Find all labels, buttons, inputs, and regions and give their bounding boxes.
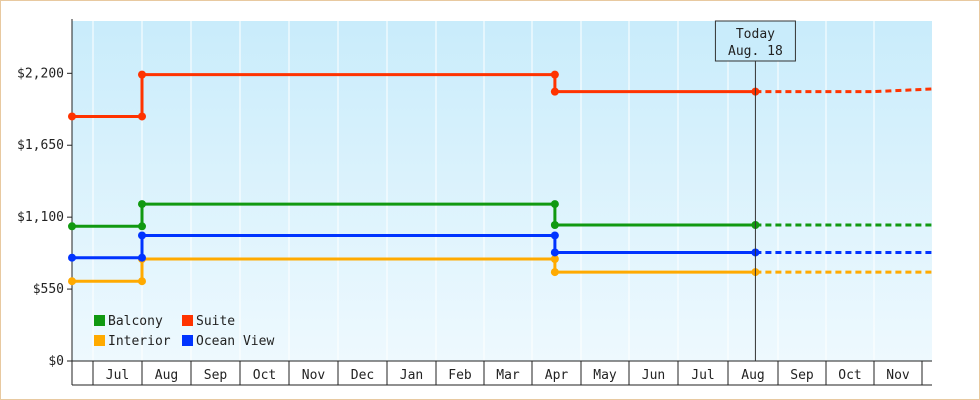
x-tick-label: Sep [204, 368, 228, 383]
series-line-ocean-view [72, 234, 756, 260]
today-marker: Today Aug. 18 [714, 20, 796, 361]
data-point[interactable] [68, 112, 76, 121]
axes: $0 $550 $1,100 $1,650 $2,200 Jul Aug Sep Oct Nov D… [17, 19, 932, 386]
data-point[interactable] [138, 277, 146, 286]
data-point[interactable] [138, 200, 146, 209]
data-point[interactable] [138, 253, 146, 262]
series-line-suite [72, 73, 756, 118]
legend-swatch-suite [182, 315, 193, 326]
data-point[interactable] [138, 231, 146, 240]
legend-swatch-interior [94, 335, 105, 346]
gridlines [92, 21, 875, 361]
x-tick-label: Jul [691, 368, 714, 383]
y-tick-label: $2,200 [17, 66, 64, 81]
x-tick-label: Oct [838, 368, 861, 383]
series-suite [68, 70, 933, 121]
x-tick-label: Apr [545, 368, 569, 383]
data-point[interactable] [550, 268, 559, 277]
legend-label-balcony: Balcony [108, 314, 163, 329]
legend: Balcony Suite Interior Ocean View [94, 314, 274, 349]
y-tick-label: $1,100 [17, 210, 64, 225]
today-label-line2: Aug. 18 [728, 44, 783, 59]
x-tick-label: Mar [496, 368, 520, 383]
x-tick-label: Sep [790, 368, 814, 383]
data-point[interactable] [550, 221, 559, 229]
y-tick-label: $0 [48, 354, 64, 369]
series-balcony [68, 200, 932, 231]
x-tick-label: Nov [886, 368, 910, 383]
today-label-line1: Today [736, 27, 775, 42]
x-tick-label: Jul [106, 368, 129, 383]
series-ocean-view [68, 231, 932, 262]
x-tick-label: Jun [642, 368, 665, 383]
x-tick-label: Dec [351, 368, 374, 383]
data-point[interactable] [550, 200, 559, 209]
data-point[interactable] [550, 87, 559, 96]
data-point[interactable] [550, 70, 559, 79]
data-point[interactable] [550, 255, 559, 263]
series-line-interior [72, 257, 756, 283]
legend-label-suite: Suite [196, 314, 235, 329]
x-tick-label: Jan [400, 368, 423, 383]
x-tick-label: Feb [448, 368, 472, 383]
y-tick-label: $1,650 [17, 138, 64, 153]
data-point[interactable] [68, 222, 76, 231]
x-tick-label: Oct [253, 368, 276, 383]
x-tick-label: Aug [741, 368, 764, 383]
legend-label-interior: Interior [108, 334, 171, 349]
series-line-balcony [72, 202, 756, 228]
legend-label-ocean-view: Ocean View [196, 334, 274, 349]
y-tick-label: $550 [33, 282, 64, 297]
plot-background [72, 21, 932, 361]
data-point[interactable] [550, 248, 559, 257]
data-point[interactable] [138, 70, 146, 79]
series-interior [68, 255, 932, 286]
series-layer [68, 70, 933, 286]
x-tick-label: Aug [155, 368, 178, 383]
today-label-box [714, 20, 796, 62]
data-point[interactable] [68, 277, 76, 286]
x-tick-label: Nov [302, 368, 326, 383]
data-point[interactable] [138, 112, 146, 121]
data-point[interactable] [68, 253, 76, 262]
legend-swatch-ocean-view [182, 335, 193, 346]
data-point[interactable] [138, 222, 146, 231]
legend-swatch-balcony [94, 315, 105, 326]
x-tick-label: May [593, 368, 617, 383]
data-point[interactable] [550, 231, 559, 240]
